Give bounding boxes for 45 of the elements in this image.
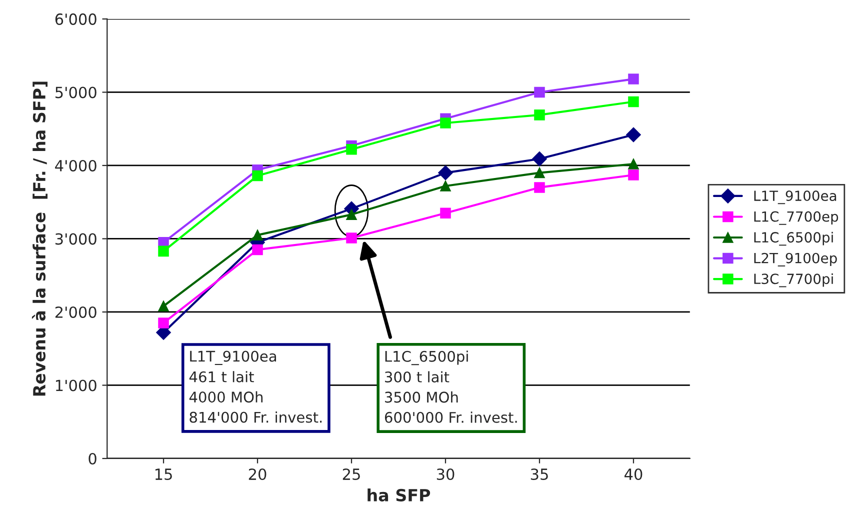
point <box>346 232 357 244</box>
point <box>628 74 639 84</box>
x-tick-label: 25 <box>342 468 360 480</box>
x-tick-label: 15 <box>155 468 172 480</box>
point <box>440 118 451 128</box>
y-tick-label: 6'000 <box>55 13 96 25</box>
point <box>158 246 169 257</box>
point <box>346 209 357 220</box>
annotation: L1C_6500pi 300 t lait 3500 MOh 600'000 Fr. invest. <box>384 350 517 423</box>
point <box>440 208 451 218</box>
x-tick-label: 35 <box>530 468 548 480</box>
legend-label: L1T_9100ea <box>754 190 836 204</box>
point <box>628 170 639 180</box>
legend-label: L1C_7700ep <box>754 211 838 225</box>
annotation: L1T_9100ea 461 t lait 4000 MOh 814'000 Fr. invest. <box>189 350 322 423</box>
y-tick-label: 0 <box>88 452 96 465</box>
point <box>532 151 547 166</box>
point <box>158 300 169 312</box>
y-tick-label: 3'000 <box>55 233 96 245</box>
point <box>534 110 545 120</box>
point <box>626 127 641 142</box>
point <box>158 318 169 328</box>
point <box>252 244 263 256</box>
point <box>438 165 453 180</box>
x-axis-title: ha SFP <box>368 488 430 502</box>
y-axis-title: Revenu à la surface [Fr. / ha SFP] <box>32 82 48 396</box>
point <box>252 230 263 240</box>
point <box>534 167 545 178</box>
legend-label: L3C_7700pi <box>754 273 833 288</box>
point <box>252 170 263 182</box>
point <box>628 96 639 108</box>
y-tick-label: 2'000 <box>55 306 96 318</box>
point <box>534 182 545 193</box>
y-tick-label: 5'000 <box>56 86 96 98</box>
y-tick-label: 1'000 <box>56 380 96 392</box>
x-tick-label: 30 <box>436 468 454 480</box>
point <box>534 86 545 98</box>
point <box>440 180 451 192</box>
point <box>346 144 357 155</box>
y-tick-label: 4'000 <box>55 160 96 172</box>
legend-label: L1C_6500pi <box>754 232 833 246</box>
point <box>628 158 639 170</box>
x-tick-label: 20 <box>248 468 266 480</box>
x-tick-label: 40 <box>624 468 642 480</box>
legend-label: L2T_9100ep <box>754 252 837 266</box>
